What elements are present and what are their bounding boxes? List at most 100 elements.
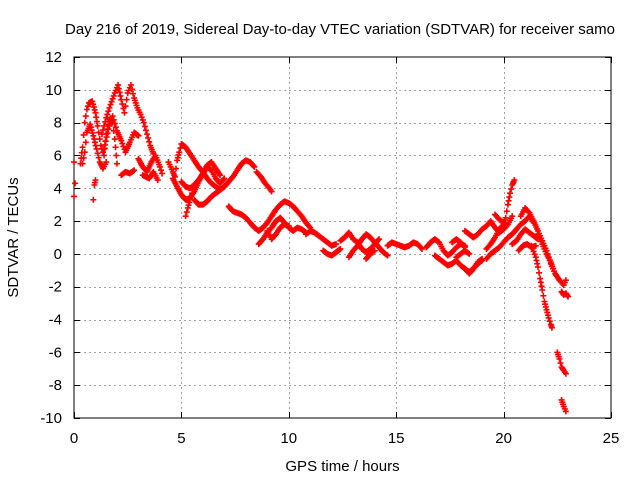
data-point xyxy=(562,370,569,377)
data-point xyxy=(87,124,94,131)
x-tick-label: 20 xyxy=(495,430,512,447)
data-point xyxy=(94,122,101,129)
data-point xyxy=(99,127,106,134)
data-point xyxy=(115,81,122,88)
data-point xyxy=(121,109,128,116)
data-point xyxy=(384,252,391,259)
data-point xyxy=(383,251,390,258)
x-tick-label: 25 xyxy=(603,430,620,447)
data-point xyxy=(529,245,536,252)
data-point xyxy=(507,190,514,197)
data-point xyxy=(81,119,88,126)
data-point xyxy=(103,134,110,141)
data-point xyxy=(96,136,103,143)
data-point xyxy=(83,106,90,113)
data-point xyxy=(536,269,543,276)
y-tick-label: 6 xyxy=(54,147,62,164)
data-point xyxy=(92,177,99,184)
data-point xyxy=(142,127,149,134)
data-point xyxy=(93,145,100,152)
x-tick-label: 10 xyxy=(280,430,297,447)
data-point xyxy=(79,160,86,167)
y-tick-label: 8 xyxy=(54,115,62,132)
data-point xyxy=(81,149,88,156)
data-point xyxy=(92,142,99,149)
data-point xyxy=(80,131,87,138)
data-point xyxy=(141,123,148,130)
data-point xyxy=(105,126,112,133)
y-tick-label: -10 xyxy=(40,410,62,427)
data-point xyxy=(189,190,196,197)
data-point xyxy=(502,214,509,221)
data-point xyxy=(534,264,541,271)
data-point xyxy=(188,193,195,200)
data-point xyxy=(548,324,555,331)
data-point xyxy=(465,250,472,257)
data-point xyxy=(91,139,98,146)
data-point xyxy=(111,136,118,143)
data-point xyxy=(84,103,91,110)
data-point xyxy=(115,85,122,92)
data-point xyxy=(565,293,572,300)
data-point xyxy=(95,154,102,161)
data-point xyxy=(122,103,129,110)
data-point xyxy=(418,245,425,252)
data-point xyxy=(90,101,97,108)
data-point xyxy=(556,355,563,362)
data-point xyxy=(128,86,135,93)
y-tick-labels: -10 -8 -6 -4 -2 0 2 4 6 8 10 12 xyxy=(40,49,62,427)
data-point xyxy=(101,141,108,148)
data-point xyxy=(130,168,137,175)
data-point xyxy=(540,292,547,299)
data-point xyxy=(94,150,101,157)
data-point xyxy=(87,121,94,128)
y-tick-label: 0 xyxy=(54,246,62,263)
x-tick-label: 15 xyxy=(388,430,405,447)
data-point xyxy=(102,138,109,145)
data-point xyxy=(111,120,118,127)
y-tick-label: 12 xyxy=(45,49,62,66)
data-point xyxy=(127,81,134,88)
data-point xyxy=(98,131,105,138)
data-point xyxy=(118,137,125,144)
data-point xyxy=(562,277,569,284)
data-point xyxy=(117,92,124,99)
data-point xyxy=(112,144,119,151)
data-point xyxy=(95,129,102,136)
data-point xyxy=(118,96,125,103)
y-tick-label: -4 xyxy=(49,312,62,329)
data-point xyxy=(140,119,147,126)
data-point xyxy=(106,122,113,129)
data-point xyxy=(220,176,227,183)
data-point xyxy=(113,152,120,159)
data-point xyxy=(250,162,257,169)
data-point xyxy=(509,213,516,220)
data-point xyxy=(337,245,344,252)
data-point xyxy=(503,208,510,215)
data-point xyxy=(182,213,189,220)
y-tick-label: -2 xyxy=(49,279,62,296)
data-point xyxy=(221,175,228,182)
data-point xyxy=(82,139,89,146)
data-point xyxy=(156,163,163,170)
y-tick-label: 4 xyxy=(54,180,62,197)
data-point xyxy=(157,167,164,174)
y-tick-label: 10 xyxy=(45,82,62,99)
data-point xyxy=(91,136,98,143)
data-point xyxy=(79,144,86,151)
data-point xyxy=(101,152,108,159)
data-point xyxy=(108,98,115,105)
grid xyxy=(74,57,611,418)
data-point xyxy=(112,124,119,131)
data-point xyxy=(539,287,546,294)
data-point xyxy=(531,251,538,258)
data-point xyxy=(144,131,151,138)
data-point xyxy=(545,314,552,321)
data-point xyxy=(101,145,108,152)
data-point xyxy=(99,149,106,156)
data-point xyxy=(130,90,137,97)
data-point xyxy=(251,163,258,170)
data-point xyxy=(89,98,96,105)
data-point xyxy=(90,104,97,111)
